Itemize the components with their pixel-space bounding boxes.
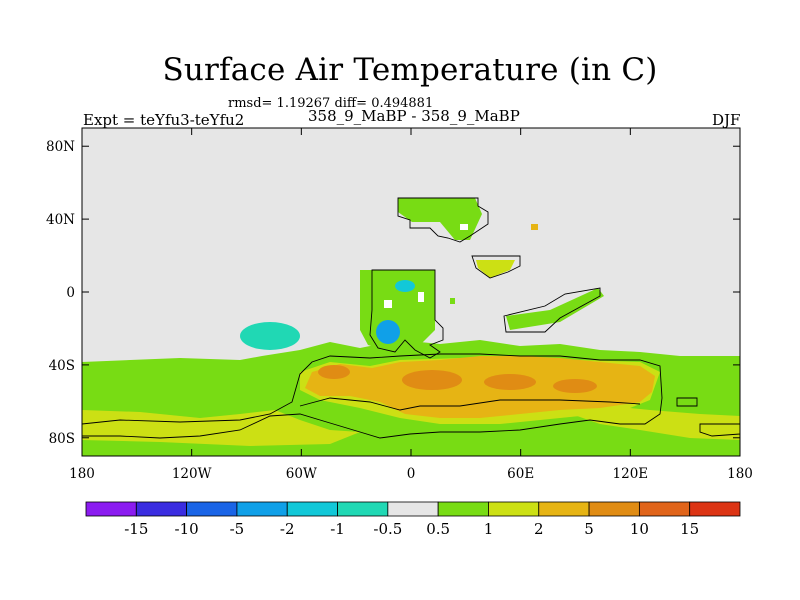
x-tick-label: 60W [286, 466, 317, 482]
map-plot [82, 128, 740, 456]
coastline-east-island [676, 397, 698, 407]
colorbar-swatch [638, 501, 691, 517]
white-cell-2 [418, 292, 424, 302]
colorbar-swatch [689, 501, 741, 517]
coastline-asia-east [503, 287, 601, 333]
gold-anomaly-region [305, 356, 655, 418]
y-tick-label: 40N [46, 212, 75, 228]
colorbar-label: -1 [330, 520, 345, 538]
cyan-anomaly-patch [240, 322, 300, 350]
colorbar-swatch [437, 501, 489, 517]
colorbar-label: -2 [280, 520, 295, 538]
colorbar-label: -5 [230, 520, 245, 538]
green-patch-asia [506, 288, 604, 330]
colorbar-swatch [135, 501, 188, 517]
stats-line: rmsd= 1.19267 diff= 0.494881 [228, 96, 434, 111]
y-tick-label: 80N [46, 139, 75, 155]
colorbar-label: 5 [584, 520, 594, 538]
x-tick-label: 180 [727, 466, 753, 482]
colorbar-label: -15 [124, 520, 148, 538]
y-tick-label: 0 [66, 285, 75, 301]
colorbar-swatch [236, 501, 288, 517]
blue-anomaly-patch [376, 320, 400, 344]
colorbar-swatch [387, 501, 439, 517]
orange-spot-4 [553, 379, 597, 393]
y-tick-label: 40S [49, 358, 75, 374]
x-tick-label: 0 [407, 466, 416, 482]
orange-spot-2 [402, 370, 462, 390]
lime-patch-north [476, 260, 515, 278]
colorbar-swatch [337, 501, 389, 517]
x-tick-label: 60E [507, 466, 534, 482]
x-tick-label: 120W [172, 466, 212, 482]
coastline-inner-block [299, 397, 641, 411]
y-axis-ticks: 80N 40N 0 40S 80S [46, 139, 740, 447]
x-axis-ticks: 180 120W 60W 0 60E 120E 180 [69, 128, 753, 482]
orange-spot-3 [484, 374, 536, 390]
colorbar-label: 10 [630, 520, 649, 538]
x-tick-label: 120E [613, 466, 649, 482]
white-cell-1 [384, 300, 392, 308]
map-title: Surface Air Temperature (in C) [162, 52, 658, 88]
gold-square-north [531, 224, 538, 230]
lime-patch-west [82, 410, 360, 446]
white-cell-3 [460, 224, 468, 230]
coastline-antarctic-band [82, 353, 663, 439]
coastline-north-east [471, 255, 521, 279]
colorbar-swatch [588, 501, 640, 517]
experiment-label: Expt = teYfu3-teYfu2 [83, 111, 245, 129]
colorbar-swatch [186, 501, 238, 517]
colorbar-label: 15 [680, 520, 699, 538]
coastline-central-continent [369, 269, 444, 359]
colorbar-swatch [286, 501, 338, 517]
coastline-east-cape [699, 423, 740, 437]
cyan-anomaly-small-1 [395, 280, 415, 292]
colorbar: -15 -10 -5 -2 -1 -0.5 0.5 1 2 5 10 15 [85, 501, 741, 538]
x-tick-label: 180 [69, 466, 95, 482]
y-tick-label: 80S [49, 431, 75, 447]
colorbar-label: 1 [484, 520, 494, 538]
colorbar-swatch [488, 501, 540, 517]
colorbar-swatch [538, 501, 590, 517]
case-label: 358_9_MaBP - 358_9_MaBP [308, 107, 520, 125]
colorbar-label: -10 [175, 520, 199, 538]
lime-patch-east [560, 406, 740, 440]
coastline-north-continent [397, 197, 489, 243]
season-label: DJF [712, 111, 741, 129]
colorbar-label: 0.5 [426, 520, 450, 538]
colorbar-label: -0.5 [373, 520, 402, 538]
green-square-east [450, 298, 455, 304]
orange-spot-1 [318, 365, 350, 379]
colorbar-label: 2 [534, 520, 544, 538]
colorbar-swatch [85, 501, 137, 517]
